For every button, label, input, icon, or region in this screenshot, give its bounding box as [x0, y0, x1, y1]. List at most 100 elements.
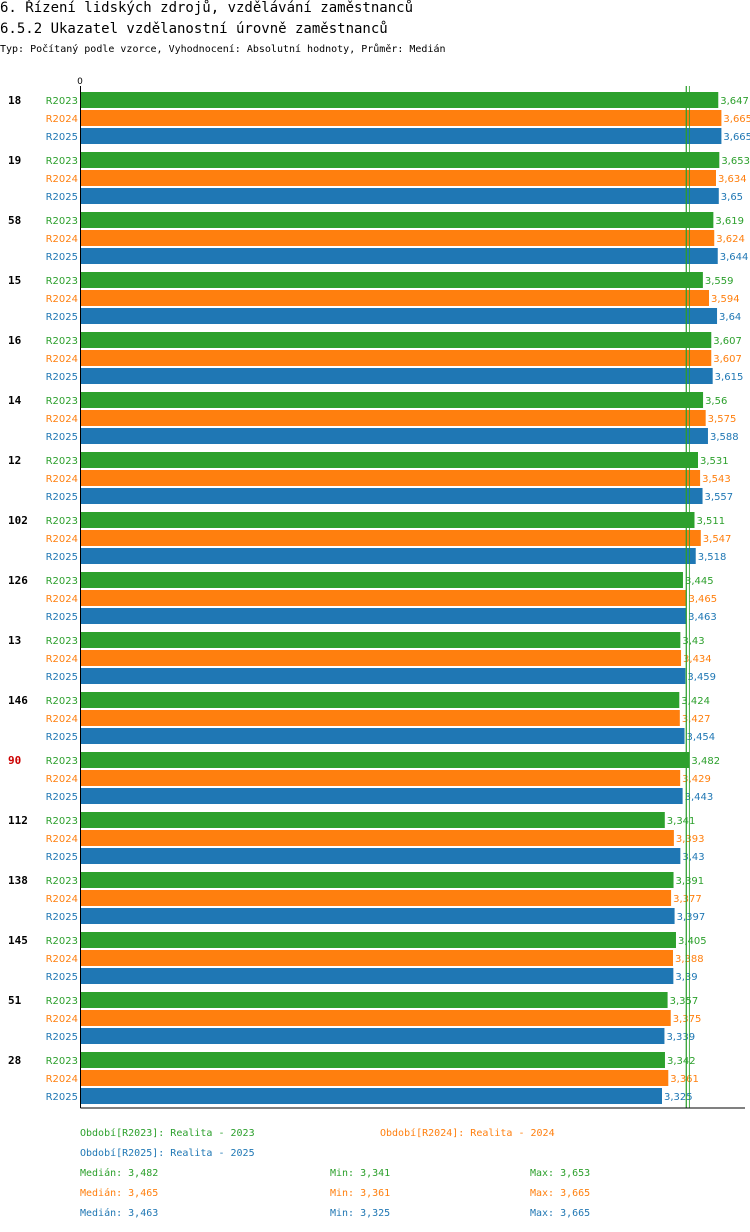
bar-chart: 0 18 R2023 3,647 R2024 3,665 R2025 3,665 19 R2023… — [8, 77, 750, 1109]
chart-subtitle: 6.5.2 Ukazatel vzdělanostní úrovně zaměs… — [0, 21, 388, 37]
page-title: 6. Řízení lidských zdrojů, vzdělávání za… — [0, 0, 414, 16]
series-label: R2025 — [46, 192, 78, 203]
bar-r2024-16 — [81, 350, 712, 366]
series-label: R2025 — [46, 372, 78, 383]
data-label: 3,339 — [666, 1032, 695, 1043]
category-label: 112 — [8, 814, 28, 827]
data-label: 3,634 — [718, 174, 747, 185]
legend-min-r2023: Min: 3,341 — [330, 1168, 391, 1179]
series-label: R2023 — [46, 696, 78, 707]
category-label: 14 — [8, 394, 22, 407]
data-label: 3,547 — [703, 534, 732, 545]
bar-r2024-51 — [81, 1010, 671, 1026]
chart-meta: Typ: Počítaný podle vzorce, Vyhodnocení:… — [0, 44, 446, 55]
series-label: R2024 — [46, 534, 78, 545]
series-label: R2025 — [46, 252, 78, 263]
bar-r2024-126 — [81, 590, 687, 606]
data-label: 3,64 — [719, 312, 741, 323]
data-label: 3,482 — [691, 756, 720, 767]
legend-min-r2025: Min: 3,325 — [330, 1208, 391, 1219]
bar-r2025-19 — [81, 188, 719, 204]
data-label: 3,43 — [682, 636, 704, 647]
bar-r2025-126 — [81, 608, 687, 624]
series-label: R2025 — [46, 432, 78, 443]
data-label: 3,341 — [667, 816, 696, 827]
bar-r2025-90 — [81, 788, 683, 804]
legend-max-r2025: Max: 3,665 — [530, 1208, 591, 1219]
series-label: R2024 — [46, 654, 78, 665]
series-label: R2023 — [46, 876, 78, 887]
data-label: 3,434 — [683, 654, 712, 665]
data-label: 3,653 — [721, 156, 750, 167]
series-label: R2023 — [46, 276, 78, 287]
bar-r2023-102 — [81, 512, 695, 528]
bar-r2025-58 — [81, 248, 718, 264]
bar-r2024-112 — [81, 830, 674, 846]
series-label: R2024 — [46, 1014, 78, 1025]
data-label: 3,342 — [667, 1056, 696, 1067]
data-label: 3,531 — [700, 456, 729, 467]
category-label: 145 — [8, 934, 28, 947]
series-label: R2023 — [46, 456, 78, 467]
legend-median-r2025: Medián: 3,463 — [80, 1208, 159, 1219]
data-label: 3,405 — [678, 936, 707, 947]
series-label: R2025 — [46, 1032, 78, 1043]
series-label: R2024 — [46, 414, 78, 425]
data-label: 3,361 — [670, 1074, 699, 1085]
data-label: 3,427 — [682, 714, 711, 725]
data-label: 3,377 — [673, 894, 702, 905]
category-label: 13 — [8, 634, 21, 647]
series-label: R2025 — [46, 732, 78, 743]
category-label: 90 — [8, 754, 21, 767]
bar-r2023-19 — [81, 152, 720, 168]
series-label: R2024 — [46, 294, 78, 305]
data-label: 3,665 — [723, 114, 750, 125]
category-label: 138 — [8, 874, 28, 887]
series-label: R2024 — [46, 474, 78, 485]
bar-r2025-146 — [81, 728, 685, 744]
data-label: 3,459 — [687, 672, 716, 683]
series-label: R2023 — [46, 636, 78, 647]
bar-r2023-12 — [81, 452, 698, 468]
series-label: R2023 — [46, 156, 78, 167]
data-label: 3,43 — [682, 852, 704, 863]
bar-r2025-138 — [81, 908, 675, 924]
series-label: R2024 — [46, 1074, 78, 1085]
data-label: 3,357 — [670, 996, 699, 1007]
data-label: 3,624 — [716, 234, 745, 245]
series-label: R2025 — [46, 912, 78, 923]
series-label: R2023 — [46, 516, 78, 527]
series-label: R2025 — [46, 132, 78, 143]
bar-r2024-138 — [81, 890, 672, 906]
data-label: 3,607 — [713, 336, 742, 347]
series-label: R2025 — [46, 792, 78, 803]
data-label: 3,644 — [720, 252, 749, 263]
series-label: R2024 — [46, 174, 78, 185]
series-label: R2023 — [46, 1056, 78, 1067]
legend-median-r2023: Medián: 3,482 — [80, 1168, 159, 1179]
category-label: 58 — [8, 214, 21, 227]
bar-r2024-12 — [81, 470, 701, 486]
data-label: 3,543 — [702, 474, 731, 485]
series-label: R2024 — [46, 774, 78, 785]
data-label: 3,575 — [708, 414, 737, 425]
bar-r2023-145 — [81, 932, 676, 948]
series-label: R2024 — [46, 234, 78, 245]
series-label: R2023 — [46, 216, 78, 227]
bar-r2023-51 — [81, 992, 668, 1008]
data-label: 3,559 — [705, 276, 734, 287]
data-label: 3,588 — [710, 432, 739, 443]
data-label: 3,465 — [688, 594, 717, 605]
series-label: R2023 — [46, 996, 78, 1007]
series-label: R2023 — [46, 576, 78, 587]
series-label: R2023 — [46, 336, 78, 347]
data-label: 3,615 — [715, 372, 744, 383]
bar-r2023-15 — [81, 272, 703, 288]
series-label: R2025 — [46, 972, 78, 983]
bar-r2024-13 — [81, 650, 682, 666]
series-label: R2025 — [46, 312, 78, 323]
bar-r2025-14 — [81, 428, 708, 444]
data-label: 3,518 — [698, 552, 727, 563]
bar-r2025-16 — [81, 368, 713, 384]
series-label: R2024 — [46, 834, 78, 845]
